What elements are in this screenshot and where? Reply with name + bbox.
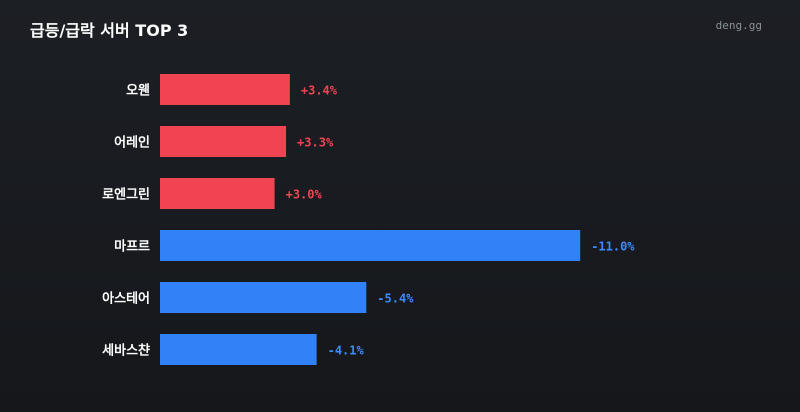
bar — [160, 74, 290, 105]
brand-label: deng.gg — [715, 19, 762, 32]
bar — [160, 126, 287, 157]
bar — [160, 282, 367, 313]
value-label: -11.0% — [591, 240, 635, 254]
bar — [160, 334, 317, 365]
value-label: +3.4% — [301, 84, 338, 98]
category-label: 세바스챤 — [102, 343, 150, 359]
value-label: +3.3% — [297, 136, 334, 150]
category-label: 마프르 — [114, 239, 150, 255]
bar — [160, 178, 275, 209]
bar — [160, 230, 581, 261]
category-label: 로엔그린 — [102, 187, 150, 203]
category-label: 오웬 — [126, 84, 150, 99]
value-label: -4.1% — [328, 344, 365, 358]
chart-title: 급등/급락 서버 TOP 3 — [30, 21, 189, 40]
value-label: -5.4% — [377, 292, 414, 306]
value-label: +3.0% — [286, 188, 323, 202]
category-label: 아스테어 — [102, 291, 150, 307]
category-label: 어레인 — [114, 135, 150, 151]
